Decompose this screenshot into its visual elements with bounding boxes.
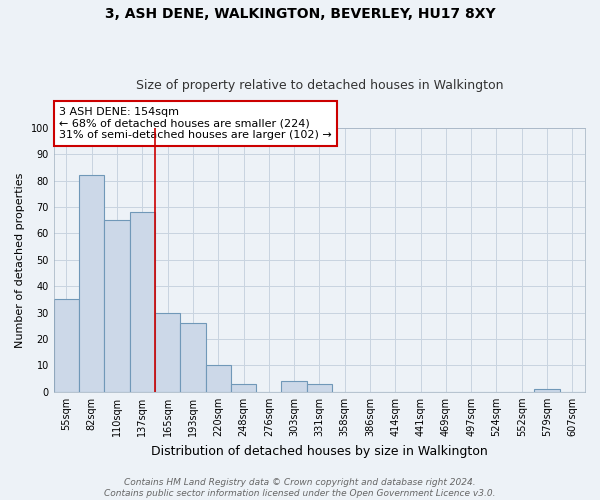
- Bar: [535, 389, 560, 392]
- Bar: [180, 323, 206, 392]
- X-axis label: Distribution of detached houses by size in Walkington: Distribution of detached houses by size …: [151, 444, 488, 458]
- Text: 3 ASH DENE: 154sqm
← 68% of detached houses are smaller (224)
31% of semi-detach: 3 ASH DENE: 154sqm ← 68% of detached hou…: [59, 107, 332, 140]
- Bar: [79, 176, 104, 392]
- Bar: [281, 381, 307, 392]
- Bar: [104, 220, 130, 392]
- Title: Size of property relative to detached houses in Walkington: Size of property relative to detached ho…: [136, 79, 503, 92]
- Bar: [155, 312, 180, 392]
- Bar: [130, 212, 155, 392]
- Bar: [231, 384, 256, 392]
- Text: 3, ASH DENE, WALKINGTON, BEVERLEY, HU17 8XY: 3, ASH DENE, WALKINGTON, BEVERLEY, HU17 …: [104, 8, 496, 22]
- Y-axis label: Number of detached properties: Number of detached properties: [15, 172, 25, 348]
- Bar: [54, 300, 79, 392]
- Text: Contains HM Land Registry data © Crown copyright and database right 2024.
Contai: Contains HM Land Registry data © Crown c…: [104, 478, 496, 498]
- Bar: [206, 366, 231, 392]
- Bar: [307, 384, 332, 392]
